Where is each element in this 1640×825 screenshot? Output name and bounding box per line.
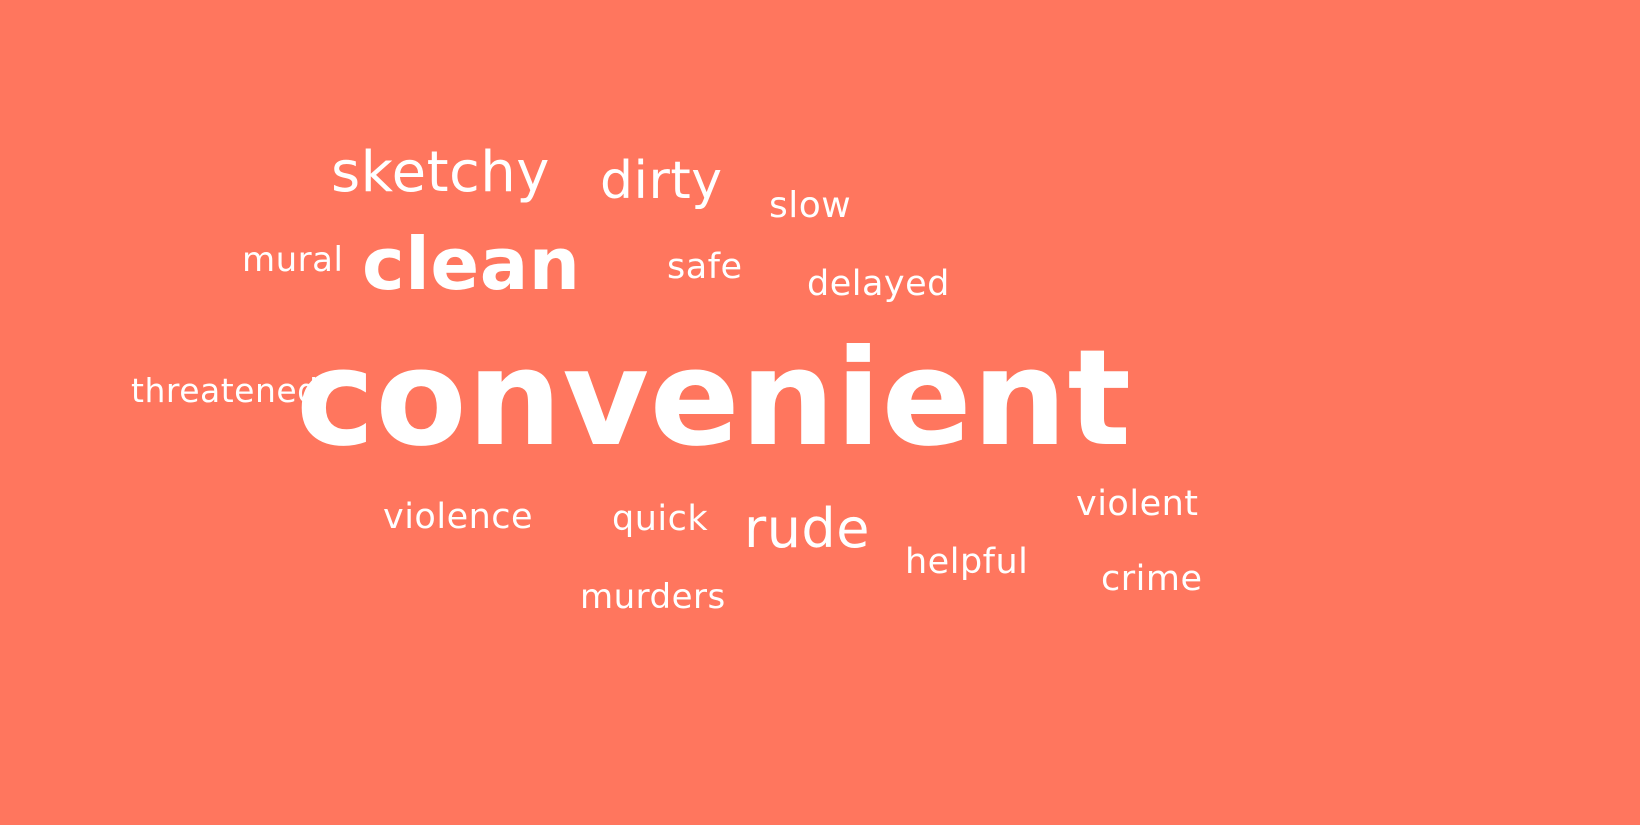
word-rude: rude — [744, 497, 870, 560]
word-threatened: threatened — [131, 371, 319, 410]
word-safe: safe — [667, 247, 743, 287]
word-helpful: helpful — [905, 542, 1029, 582]
word-quick: quick — [612, 499, 709, 539]
word-sketchy: sketchy — [331, 140, 550, 205]
word-murders: murders — [580, 577, 726, 617]
word-slow: slow — [769, 185, 852, 226]
word-crime: crime — [1101, 559, 1203, 599]
word-delayed: delayed — [807, 264, 950, 304]
word-violent: violent — [1076, 484, 1199, 524]
word-violence: violence — [383, 497, 534, 537]
word-mural: mural — [242, 240, 344, 280]
word-dirty: dirty — [600, 151, 723, 211]
word-convenient: convenient — [296, 322, 1132, 476]
word-clean: clean — [362, 222, 581, 306]
